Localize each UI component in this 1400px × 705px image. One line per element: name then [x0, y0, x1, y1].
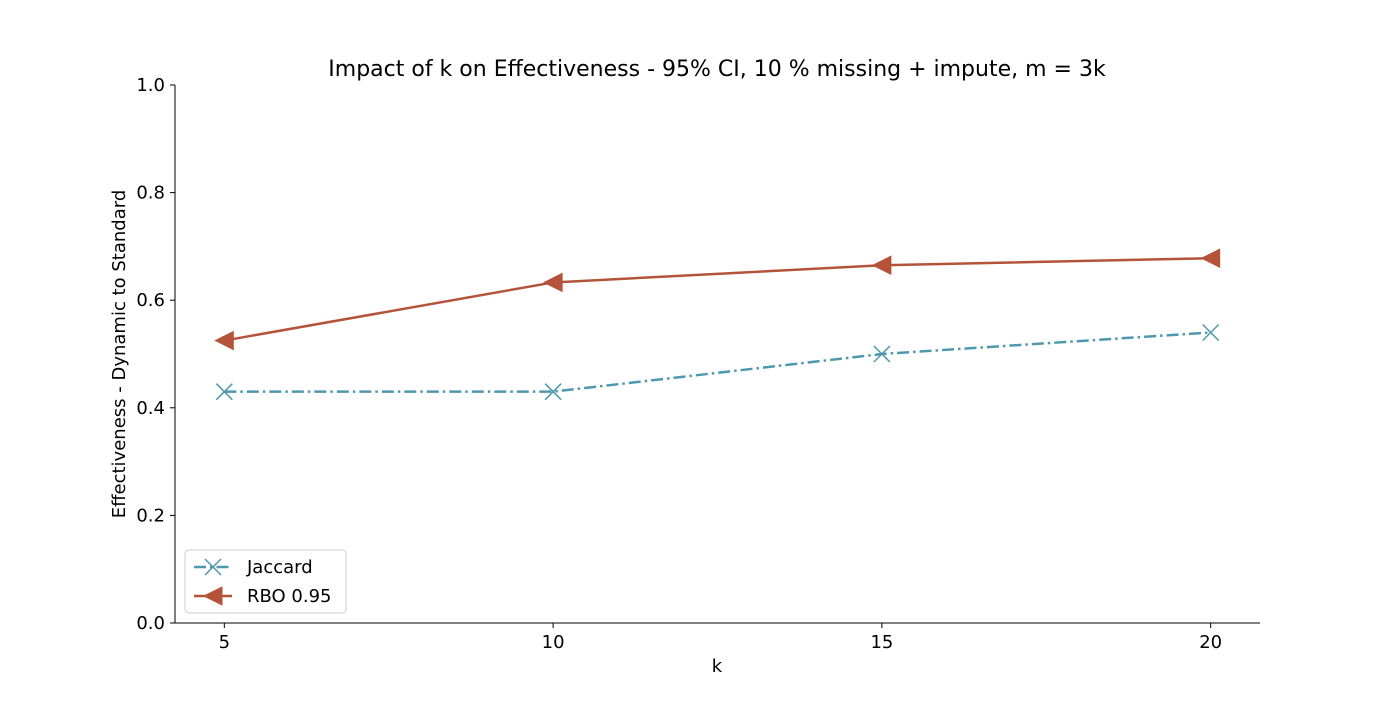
x-tick-label: 15 [870, 632, 893, 653]
data-point [1200, 248, 1221, 269]
data-point [542, 272, 563, 293]
y-tick-label: 0.4 [136, 398, 165, 419]
data-point [873, 345, 891, 363]
x-axis-label: k [712, 656, 723, 677]
chart-title: Impact of k on Effectiveness - 95% CI, 1… [328, 57, 1106, 82]
data-point [871, 255, 892, 276]
series-rbo-0-95 [214, 248, 1221, 351]
data-point [1202, 323, 1220, 342]
series-line [224, 331, 1211, 393]
legend-label: Jaccard [246, 557, 313, 578]
y-tick-label: 0.0 [136, 613, 165, 634]
legend: Jaccard RBO 0.95 [184, 549, 347, 614]
x-tick-label: 10 [542, 632, 565, 653]
y-tick-label: 0.2 [136, 505, 165, 526]
series-jaccard [215, 323, 1220, 401]
legend-marker [202, 586, 223, 606]
data-point [215, 383, 233, 401]
series-layer [214, 248, 1221, 401]
x-tick-label: 20 [1199, 632, 1222, 653]
y-tick-label: 1.0 [136, 75, 165, 96]
axes: 5 10 15 20 0.0 0.2 0.4 0.6 0.8 1.0 [136, 75, 1260, 653]
data-point [214, 330, 234, 351]
x-tick-label: 5 [219, 632, 230, 653]
series-line [224, 256, 1211, 342]
legend-label: RBO 0.95 [247, 586, 332, 607]
y-axis-label: Effectiveness - Dynamic to Standard [109, 190, 130, 519]
y-tick-label: 0.6 [136, 290, 165, 311]
y-tick-label: 0.8 [136, 183, 165, 204]
legend-marker [204, 558, 222, 576]
data-point [544, 383, 562, 401]
